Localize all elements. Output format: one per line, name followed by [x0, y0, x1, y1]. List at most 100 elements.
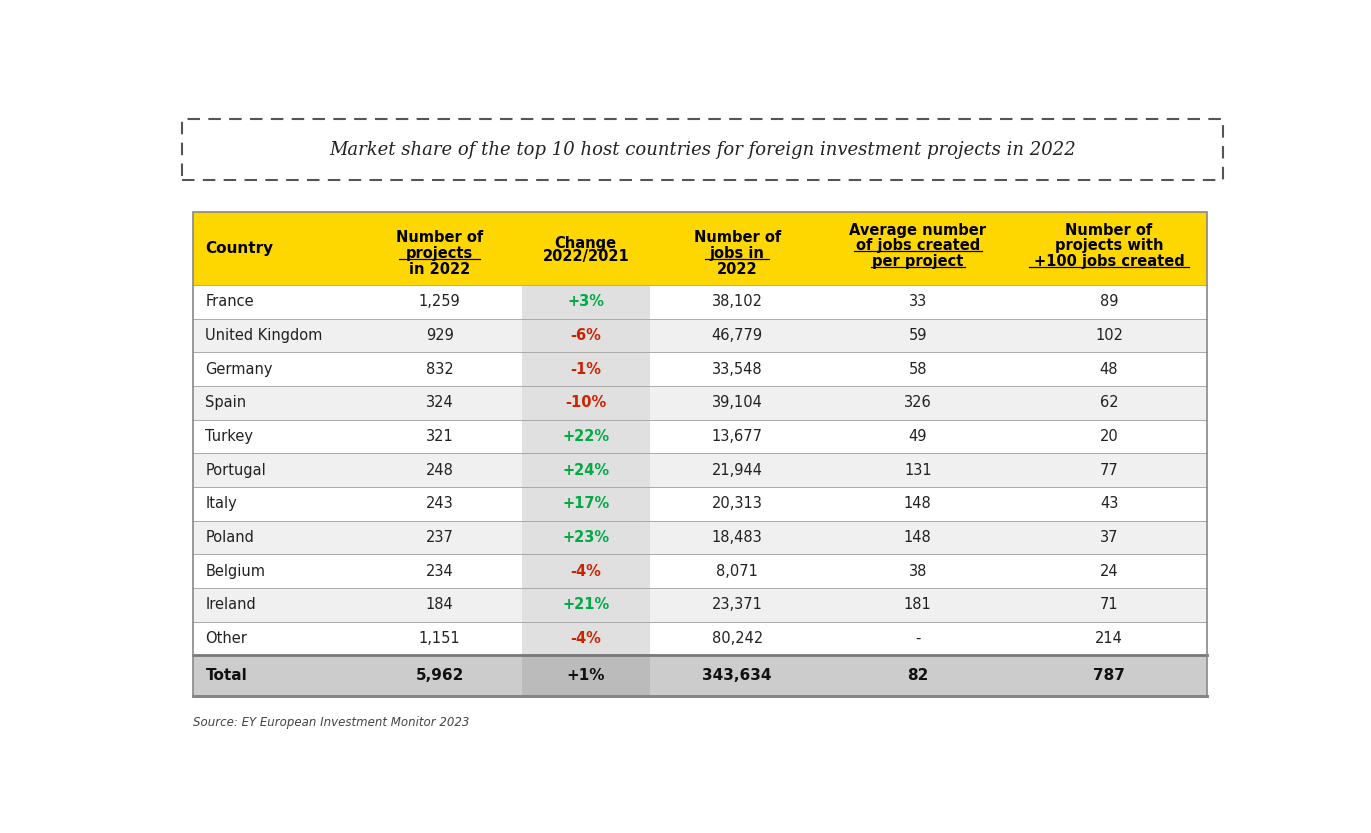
Text: in 2022: in 2022	[409, 262, 470, 277]
Bar	[192, 420, 1208, 453]
Text: 58: 58	[909, 362, 927, 377]
Text: Source: EY European Investment Monitor 2023: Source: EY European Investment Monitor 2…	[192, 716, 469, 729]
Text: 20: 20	[1100, 429, 1119, 444]
Text: -1%: -1%	[570, 362, 602, 377]
Text: 181: 181	[903, 597, 932, 612]
Text: 1,151: 1,151	[420, 631, 461, 646]
Text: Market share of the top 10 host countries for foreign investment projects in 202: Market share of the top 10 host countrie…	[329, 141, 1076, 158]
Bar	[522, 352, 650, 386]
Text: 21,944: 21,944	[712, 462, 762, 477]
Text: 214: 214	[1095, 631, 1123, 646]
Text: 321: 321	[426, 429, 454, 444]
Bar	[192, 521, 1208, 554]
Text: 13,677: 13,677	[712, 429, 762, 444]
Text: 5,962: 5,962	[415, 668, 463, 683]
Text: 39,104: 39,104	[712, 395, 762, 410]
Bar	[192, 487, 1208, 521]
Text: -10%: -10%	[565, 395, 606, 410]
Bar	[522, 453, 650, 487]
Text: 248: 248	[426, 462, 454, 477]
Text: 77: 77	[1100, 462, 1119, 477]
Text: Number of: Number of	[694, 230, 781, 245]
Text: France: France	[206, 294, 254, 309]
Text: 237: 237	[426, 530, 454, 545]
Text: -4%: -4%	[570, 631, 602, 646]
Text: 82: 82	[908, 668, 928, 683]
Text: 24: 24	[1100, 564, 1119, 579]
Text: Number of: Number of	[1065, 223, 1153, 238]
Text: 23,371: 23,371	[712, 597, 762, 612]
Text: 33,548: 33,548	[712, 362, 762, 377]
Text: 89: 89	[1100, 294, 1119, 309]
Text: 102: 102	[1095, 328, 1123, 343]
Bar	[192, 621, 1208, 656]
Bar	[522, 621, 650, 656]
Text: 184: 184	[426, 597, 454, 612]
Bar	[192, 212, 1208, 285]
Text: 59: 59	[909, 328, 927, 343]
Text: projects with: projects with	[1054, 237, 1164, 253]
Text: 18,483: 18,483	[712, 530, 762, 545]
Text: Poland: Poland	[206, 530, 254, 545]
Text: United Kingdom: United Kingdom	[206, 328, 322, 343]
Text: Total: Total	[206, 668, 247, 683]
Text: per project: per project	[872, 254, 964, 269]
Text: 43: 43	[1100, 496, 1119, 511]
Text: 2022/2021: 2022/2021	[543, 249, 629, 264]
Bar	[522, 318, 650, 352]
Text: jobs in: jobs in	[710, 247, 765, 262]
Text: +1%: +1%	[566, 668, 605, 683]
Text: Number of: Number of	[396, 230, 484, 245]
Bar	[192, 212, 1208, 696]
Text: -6%: -6%	[570, 328, 602, 343]
Text: 71: 71	[1100, 597, 1119, 612]
Text: 787: 787	[1093, 668, 1126, 683]
Text: +100 jobs created: +100 jobs created	[1034, 254, 1185, 269]
Text: 148: 148	[903, 496, 932, 511]
Text: 148: 148	[903, 530, 932, 545]
Text: Spain: Spain	[206, 395, 247, 410]
Text: +23%: +23%	[562, 530, 609, 545]
Text: 234: 234	[426, 564, 454, 579]
Bar	[192, 588, 1208, 621]
Text: Turkey: Turkey	[206, 429, 254, 444]
Bar	[522, 386, 650, 420]
Text: +3%: +3%	[568, 294, 605, 309]
Bar	[522, 554, 650, 588]
Text: 62: 62	[1100, 395, 1119, 410]
FancyBboxPatch shape	[182, 119, 1223, 180]
Text: Change: Change	[555, 236, 617, 251]
Text: Portugal: Portugal	[206, 462, 266, 477]
Text: -4%: -4%	[570, 564, 602, 579]
Text: Ireland: Ireland	[206, 597, 256, 612]
Text: +22%: +22%	[562, 429, 609, 444]
Text: +17%: +17%	[562, 496, 609, 511]
Text: 46,779: 46,779	[712, 328, 762, 343]
Text: 324: 324	[426, 395, 454, 410]
Text: Other: Other	[206, 631, 247, 646]
Bar	[522, 487, 650, 521]
Text: 832: 832	[426, 362, 454, 377]
Text: +21%: +21%	[562, 597, 609, 612]
Bar	[522, 588, 650, 621]
Text: 243: 243	[426, 496, 454, 511]
Bar	[192, 453, 1208, 487]
Text: 38: 38	[909, 564, 927, 579]
Bar	[192, 554, 1208, 588]
Bar	[192, 352, 1208, 386]
Text: 38,102: 38,102	[712, 294, 762, 309]
Text: Country: Country	[206, 241, 273, 256]
Text: Average number: Average number	[849, 223, 986, 238]
Text: 8,071: 8,071	[716, 564, 758, 579]
Text: Germany: Germany	[206, 362, 273, 377]
Bar	[522, 656, 650, 696]
Text: Italy: Italy	[206, 496, 237, 511]
Text: 343,634: 343,634	[702, 668, 772, 683]
Text: 33: 33	[909, 294, 927, 309]
Text: 2022: 2022	[717, 262, 758, 277]
Text: 37: 37	[1100, 530, 1119, 545]
Bar	[192, 656, 1208, 696]
Bar	[522, 521, 650, 554]
Text: -: -	[914, 631, 920, 646]
Bar	[192, 386, 1208, 420]
